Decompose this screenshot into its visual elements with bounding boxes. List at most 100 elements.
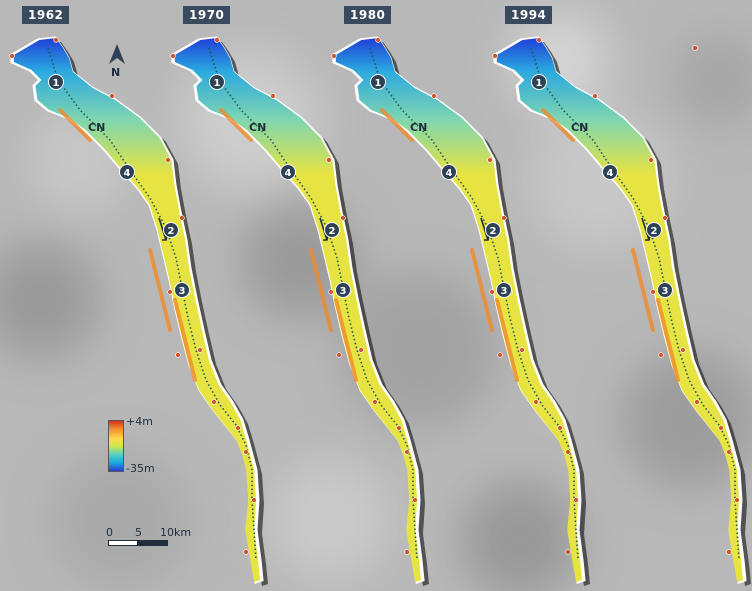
- edge-point: [718, 425, 724, 431]
- estuary-bathymetry: [174, 38, 422, 582]
- year-badge: 1962: [22, 6, 70, 24]
- edge-point: [658, 352, 664, 358]
- station-marker-m4: [441, 164, 457, 180]
- edge-point: [412, 497, 418, 503]
- edge-point: [251, 497, 257, 503]
- edge-point: [109, 93, 115, 99]
- edge-point: [492, 53, 498, 59]
- edge-point: [489, 289, 495, 295]
- north-label: N: [111, 66, 121, 79]
- station-number-m4: 4: [124, 168, 131, 179]
- legend-color-ramp: [108, 420, 124, 472]
- edge-point: [270, 93, 276, 99]
- station-marker-m1: [370, 74, 386, 90]
- depth-legend: +4m -35m: [108, 415, 168, 475]
- scale-segment-white: [108, 540, 138, 546]
- station-marker-m3: [657, 282, 673, 298]
- north-arrow-icon: [109, 44, 125, 64]
- edge-point: [165, 157, 171, 163]
- station-number-m4: 4: [607, 168, 614, 179]
- edge-point: [243, 449, 249, 455]
- year-badge: 1980: [344, 6, 392, 24]
- station-marker-m3: [174, 282, 190, 298]
- edge-point: [501, 215, 507, 221]
- scale-label-10: 10km: [160, 526, 192, 539]
- station-marker-m2: [163, 222, 179, 238]
- station-number-m1: 1: [375, 78, 382, 89]
- edge-point: [565, 449, 571, 455]
- channel-label: CN: [571, 121, 588, 134]
- station-number-m2: 2: [168, 226, 175, 237]
- shallow-streak: [541, 108, 575, 142]
- station-number-m3: 3: [179, 286, 186, 297]
- station-number-m1: 1: [536, 78, 543, 89]
- edge-point: [170, 53, 176, 59]
- shallow-streak: [309, 248, 333, 332]
- estuary-bathymetry: [335, 38, 583, 582]
- station-number-m1: 1: [214, 78, 221, 89]
- station-marker-m2: [324, 222, 340, 238]
- station-marker-m1: [48, 74, 64, 90]
- year-badge: 1994: [505, 6, 553, 24]
- edge-point: [536, 37, 542, 43]
- edge-point: [648, 157, 654, 163]
- north-arrow: N: [108, 44, 126, 79]
- shallow-streak: [495, 298, 519, 382]
- edge-point: [328, 289, 334, 295]
- edge-point: [179, 215, 185, 221]
- shallow-streak: [173, 298, 197, 382]
- edge-point: [235, 425, 241, 431]
- scale-segment-dark: [138, 540, 168, 546]
- estuary-bathymetry: [496, 38, 744, 582]
- station-number-m1: 1: [53, 78, 60, 89]
- navigation-channel: [530, 47, 740, 561]
- edge-point: [372, 399, 378, 405]
- edge-point: [331, 53, 337, 59]
- station-marker-m4: [280, 164, 296, 180]
- edge-point: [396, 425, 402, 431]
- edge-point: [557, 425, 563, 431]
- edge-point: [358, 347, 364, 353]
- edge-point: [197, 347, 203, 353]
- edge-point: [9, 53, 15, 59]
- shallow-streak: [334, 298, 358, 382]
- edge-point: [734, 497, 740, 503]
- edge-point: [694, 399, 700, 405]
- station-number-m2: 2: [329, 226, 336, 237]
- station-marker-m4: [602, 164, 618, 180]
- edge-point: [726, 449, 732, 455]
- edge-point: [431, 93, 437, 99]
- edge-point: [565, 549, 571, 555]
- edge-point: [375, 37, 381, 43]
- channel-label: CN: [249, 121, 266, 134]
- estuary-bathymetry: [13, 38, 261, 582]
- legend-max-label: +4m: [126, 415, 153, 428]
- station-number-m3: 3: [662, 286, 669, 297]
- station-number-m3: 3: [340, 286, 347, 297]
- edge-point: [175, 352, 181, 358]
- station-number-m4: 4: [446, 168, 453, 179]
- edge-point: [662, 215, 668, 221]
- edge-point: [487, 157, 493, 163]
- shallow-streak: [656, 298, 680, 382]
- edge-point: [573, 497, 579, 503]
- legend-min-label: -35m: [126, 462, 155, 475]
- station-marker-m1: [209, 74, 225, 90]
- scale-bar: 0 5 10km: [106, 526, 191, 546]
- station-marker-m4: [119, 164, 135, 180]
- scale-label-5: 5: [135, 526, 142, 539]
- edge-point: [340, 215, 346, 221]
- station-marker-m2: [485, 222, 501, 238]
- edge-point: [519, 347, 525, 353]
- station-marker-m1: [531, 74, 547, 90]
- year-badge: 1970: [183, 6, 231, 24]
- navigation-channel: [369, 47, 579, 561]
- shallow-streak: [219, 108, 253, 142]
- shallow-streak: [380, 108, 414, 142]
- channel-label: CN: [88, 121, 105, 134]
- station-marker-m2: [646, 222, 662, 238]
